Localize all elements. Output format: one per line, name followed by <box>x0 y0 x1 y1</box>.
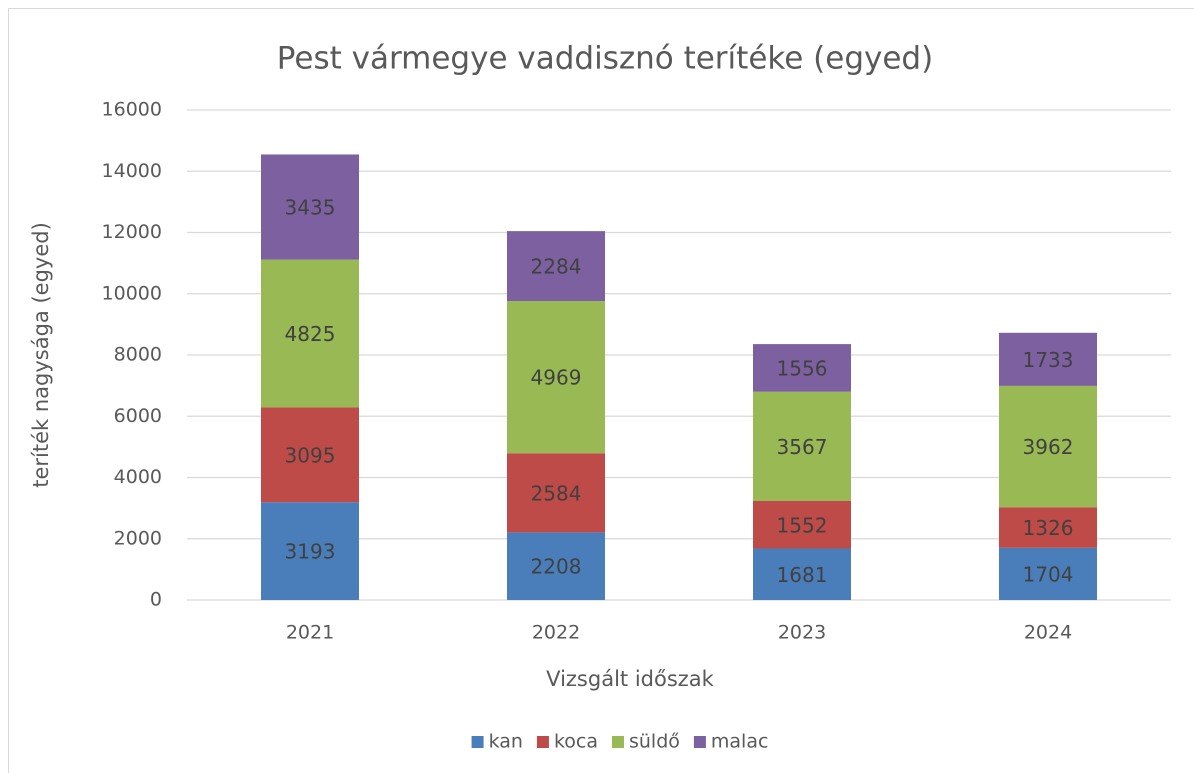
data-label: 4969 <box>531 366 582 390</box>
y-axis-title: teríték nagysága (egyed) <box>29 222 53 488</box>
data-label: 1704 <box>1023 562 1074 586</box>
data-label: 1733 <box>1023 348 1074 372</box>
legend-swatch <box>611 736 624 748</box>
y-tick-label: 10000 <box>102 282 162 304</box>
y-tick-label: 0 <box>150 589 162 611</box>
bar-segment <box>753 344 851 392</box>
bar-segment <box>507 532 605 600</box>
data-label: 3095 <box>285 443 336 467</box>
bar-segment <box>753 500 851 549</box>
legend-label: kan <box>489 731 523 753</box>
x-tick-label: 2022 <box>532 622 580 644</box>
y-tick-label: 8000 <box>114 344 162 366</box>
bar-segment <box>753 548 851 600</box>
legend-label: malac <box>711 731 769 753</box>
bar-segment <box>999 547 1097 600</box>
bar-segment <box>261 154 359 260</box>
x-tick-label: 2024 <box>1024 622 1072 644</box>
legend-swatch <box>693 736 706 748</box>
y-tick-label: 16000 <box>102 99 162 121</box>
legend-swatch <box>536 736 549 748</box>
x-axis-title: Vizsgált időszak <box>546 667 714 691</box>
bar-segment <box>999 332 1097 386</box>
bar-segment <box>507 231 605 302</box>
bar-segment <box>261 407 359 503</box>
data-label: 3962 <box>1023 435 1074 459</box>
data-label: 4825 <box>285 322 336 346</box>
legend-label: süldő <box>629 731 680 753</box>
y-tick-label: 14000 <box>102 160 162 182</box>
y-tick-label: 6000 <box>114 405 162 427</box>
data-label: 2208 <box>531 555 582 579</box>
legend-swatch <box>471 736 484 748</box>
y-tick-label: 2000 <box>114 527 162 549</box>
bar-segment <box>507 301 605 454</box>
data-label: 2584 <box>531 481 582 505</box>
x-tick-label: 2023 <box>778 622 826 644</box>
x-tick-label: 2021 <box>286 622 334 644</box>
bar-segment <box>261 502 359 600</box>
bar-segment <box>261 259 359 408</box>
data-label: 3567 <box>777 435 828 459</box>
y-tick-label: 12000 <box>102 221 162 243</box>
bar-segment <box>999 385 1097 508</box>
bar-segment <box>999 507 1097 548</box>
data-label: 1326 <box>1023 516 1074 540</box>
data-label: 1556 <box>777 356 828 380</box>
y-tick-label: 4000 <box>114 466 162 488</box>
bar-segment <box>753 391 851 501</box>
legend-label: koca <box>554 731 598 753</box>
chart-title: Pest vármegye vaddisznó terítéke (egyed) <box>277 41 933 77</box>
data-label: 3435 <box>285 196 336 220</box>
data-label: 3193 <box>285 540 336 564</box>
data-label: 1681 <box>777 563 828 587</box>
bar-segment <box>507 453 605 533</box>
data-label: 1552 <box>777 513 828 537</box>
data-label: 2284 <box>531 255 582 279</box>
